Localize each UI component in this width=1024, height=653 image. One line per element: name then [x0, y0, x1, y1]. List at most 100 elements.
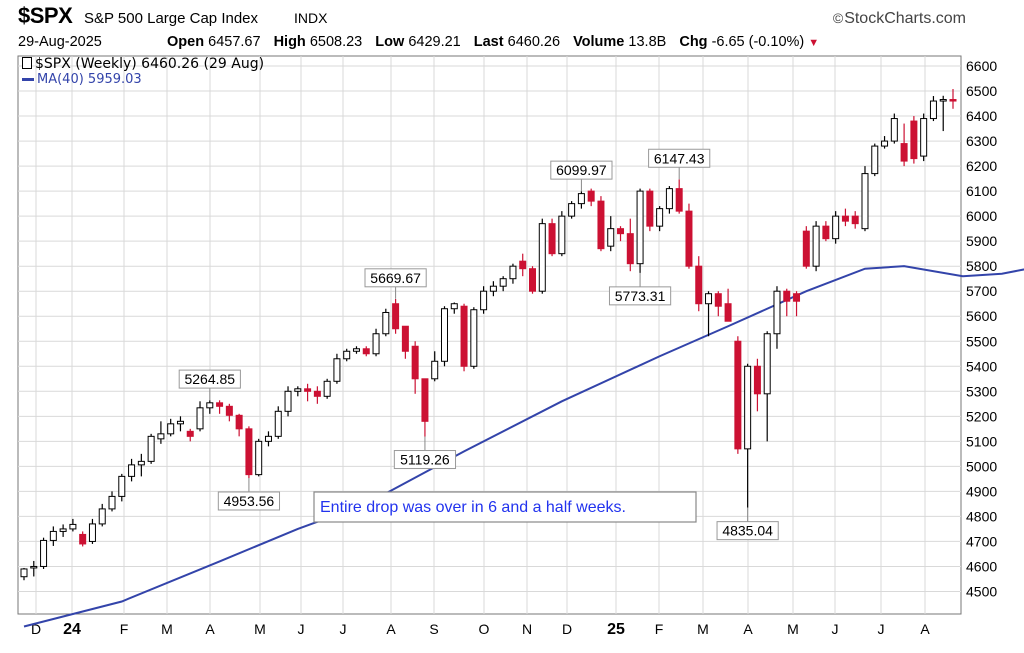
candle-body	[577, 193, 585, 205]
candle-body	[744, 365, 752, 450]
annotation-label: 5119.26	[400, 452, 450, 468]
candle-body	[910, 120, 918, 160]
high-label: High	[273, 34, 306, 50]
candle-body	[30, 565, 38, 569]
candle-body	[137, 460, 145, 466]
y-tick-label: 5600	[966, 308, 997, 324]
candle-body	[607, 228, 615, 247]
open-value: 6457.67	[208, 34, 261, 50]
y-tick-label: 5400	[966, 358, 997, 374]
annotation-label: 5264.85	[184, 371, 235, 387]
candle-body	[851, 215, 859, 225]
x-tick-label: F	[655, 621, 664, 637]
candle-body	[362, 348, 370, 355]
note-box	[313, 491, 697, 523]
y-tick-label: 5200	[966, 408, 997, 424]
annotation-box	[648, 148, 711, 168]
annotation-label: 5669.67	[370, 270, 421, 286]
candle-body	[186, 430, 194, 437]
candle-body	[88, 523, 96, 542]
y-tick-label: 5700	[966, 283, 997, 299]
y-tick-label: 4900	[966, 483, 997, 499]
candle-body	[372, 333, 380, 355]
x-tick-label: M	[254, 621, 266, 637]
candle-body	[118, 475, 126, 497]
candle-body	[333, 358, 341, 382]
y-tick-label: 6600	[966, 58, 997, 74]
brand-label: StockCharts.com	[844, 10, 966, 27]
candle-body	[98, 508, 106, 525]
copyright-icon: ©	[832, 10, 844, 26]
y-tick-label: 4500	[966, 583, 997, 599]
candle-body	[69, 523, 77, 530]
chart-legend: $SPX (Weekly) 6460.26 (29 Aug) MA(40) 59…	[22, 56, 264, 87]
brand-link[interactable]: ©StockCharts.com	[833, 10, 966, 28]
candle-body	[646, 190, 654, 227]
low-value: 6429.21	[408, 34, 461, 50]
x-tick-label: J	[340, 621, 347, 637]
candle-body	[617, 228, 625, 235]
candle-body	[460, 305, 468, 367]
chg-label: Chg	[679, 34, 708, 50]
candle-body	[881, 140, 889, 147]
y-tick-label: 4800	[966, 508, 997, 524]
candle-body	[587, 190, 595, 202]
low-label: Low	[375, 34, 405, 50]
ma-line-icon	[22, 78, 34, 81]
candle-body	[450, 303, 458, 310]
candle-body	[294, 388, 302, 392]
candle-body	[323, 380, 331, 397]
candle-body	[313, 390, 321, 397]
plot-area	[17, 55, 962, 615]
candle-body	[714, 293, 722, 307]
annotation-box	[364, 268, 427, 288]
candle-body	[636, 190, 644, 265]
candle-body	[40, 539, 48, 567]
x-tick-label: F	[120, 621, 129, 637]
legend-price-label: $SPX (Weekly) 6460.26 (29 Aug)	[35, 56, 265, 72]
y-tick-label: 5100	[966, 433, 997, 449]
candle-body	[284, 390, 292, 412]
candle-body	[705, 293, 713, 305]
candle-body	[128, 464, 136, 477]
y-tick-label: 6400	[966, 108, 997, 124]
annotation-label: 6147.43	[654, 150, 705, 166]
candle-body	[304, 388, 312, 392]
annotation-box	[608, 286, 672, 306]
down-arrow-icon: ▼	[808, 37, 820, 49]
candle-body	[675, 188, 683, 212]
y-tick-label: 5300	[966, 383, 997, 399]
ma40-line	[23, 265, 1024, 628]
candle-body	[235, 414, 243, 430]
candle-body	[157, 433, 165, 440]
volume-label: Volume	[573, 34, 625, 50]
high-value: 6508.23	[309, 34, 363, 50]
candle-body	[861, 173, 869, 230]
candle-body	[343, 350, 351, 360]
candle-body	[753, 365, 761, 395]
candle-body	[196, 407, 204, 430]
candle-body	[509, 265, 517, 280]
candle-body	[734, 340, 742, 450]
candle-body	[245, 428, 253, 476]
candle-body	[470, 309, 478, 367]
legend-ma: MA(40) 5959.03	[22, 72, 264, 87]
candle-icon	[22, 57, 32, 69]
candle-body	[216, 402, 224, 407]
legend-price: $SPX (Weekly) 6460.26 (29 Aug)	[22, 56, 264, 72]
x-tick-label: M	[787, 621, 799, 637]
candle-body	[548, 223, 556, 255]
annotation-box	[550, 160, 613, 180]
annotation-box	[716, 521, 779, 541]
quote-date: 29-Aug-2025	[18, 34, 102, 50]
x-tick-label: D	[562, 621, 572, 637]
candle-body	[802, 230, 810, 267]
quote-row: 29-Aug-2025 Open 6457.67 High 6508.23 Lo…	[18, 34, 968, 50]
candle-body	[949, 99, 957, 102]
candle-body	[255, 440, 263, 476]
y-tick-label: 6500	[966, 83, 997, 99]
x-tick-label: A	[743, 621, 753, 637]
y-tick-label: 5000	[966, 458, 997, 474]
